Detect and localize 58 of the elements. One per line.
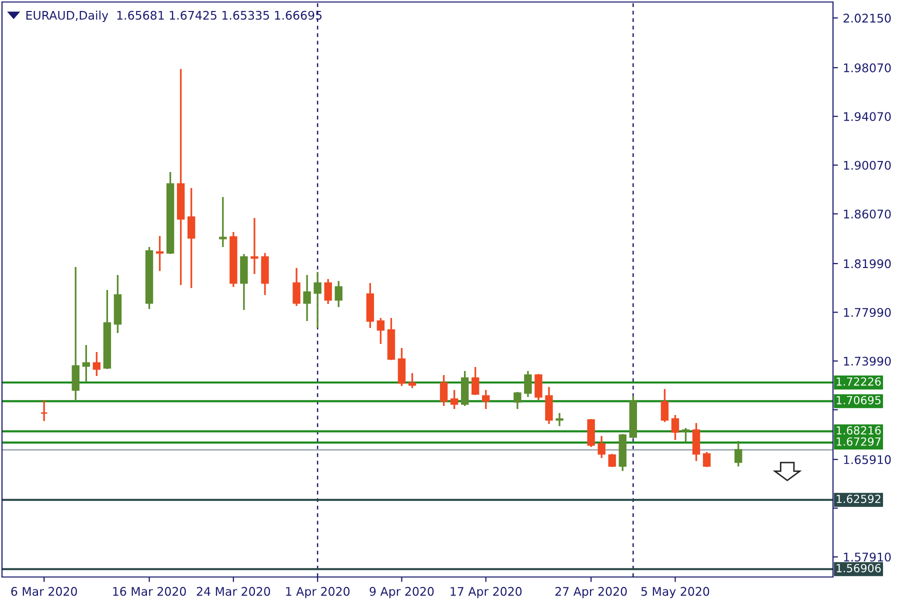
y-tick-label: 1.86070	[844, 210, 891, 218]
candlestick	[692, 422, 700, 462]
y-tick-label: 1.94070	[844, 112, 891, 122]
candlestick	[324, 278, 332, 305]
candlestick	[72, 266, 80, 401]
candlestick	[408, 372, 416, 389]
ref-line-label: 1.62592	[836, 494, 880, 504]
y-tick-label: 1.81990	[844, 259, 891, 268]
x-tick-label: 6 Mar 2020	[11, 586, 77, 596]
candlestick	[534, 373, 542, 401]
candlestick	[303, 274, 311, 322]
candlestick	[472, 366, 480, 396]
y-tick-label: 1.65910	[844, 455, 891, 464]
candlestick	[219, 196, 227, 248]
x-tick-label: 24 Mar 2020	[196, 586, 270, 596]
candlestick	[524, 370, 532, 398]
candlestick	[40, 399, 48, 422]
candlestick	[682, 427, 690, 443]
candlestick	[702, 451, 711, 468]
y-tick-label: 1.73990	[844, 356, 891, 366]
ref-line-label: 1.72226	[836, 377, 881, 386]
candlestick	[440, 374, 448, 407]
candlestick	[292, 267, 300, 307]
x-tick-label: 27 Apr 2020	[555, 586, 627, 598]
y-tick-label: 1.90070	[844, 160, 891, 170]
y-tick-label: 1.98070	[844, 63, 891, 72]
candlestick	[598, 435, 606, 459]
ref-line-label: 1.68216	[836, 426, 881, 435]
candlestick	[314, 271, 322, 329]
x-tick-label: 17 Apr 2020	[450, 586, 522, 598]
candlestick	[156, 235, 164, 272]
candlestick	[250, 217, 258, 275]
candlestick	[82, 344, 90, 383]
candlestick	[334, 280, 342, 308]
x-tick-label: 16 Mar 2020	[113, 586, 186, 596]
x-tick-label: 5 May 2020	[641, 586, 710, 598]
x-tick-label: 1 Apr 2020	[286, 586, 350, 598]
y-tick-label: 2.02150	[844, 14, 891, 23]
candlestick	[92, 351, 101, 377]
candlestick	[482, 389, 490, 410]
ref-line-label: 1.56906	[836, 564, 881, 572]
text: EURAUD,Daily 1.65681 1.67425 1.65335 1.66695	[26, 10, 322, 22]
candlestick	[450, 389, 458, 410]
ref-line-label: 1.67297	[836, 437, 880, 446]
x-tick-label: 9 Apr 2020	[370, 586, 434, 598]
candlestick	[556, 412, 564, 427]
candlestick	[671, 414, 680, 441]
candlestick	[514, 391, 522, 410]
candlestick	[734, 440, 742, 468]
candlestick	[608, 453, 616, 468]
candlestick	[376, 317, 385, 345]
candlestick	[545, 386, 553, 425]
ref-line-label: 1.70695	[836, 396, 880, 404]
y-tick-label: 1.57910	[844, 552, 891, 562]
candlestick	[398, 347, 406, 387]
y-tick-label: 1.77990	[844, 308, 891, 317]
candlestick	[660, 388, 669, 423]
candlestick	[187, 187, 196, 289]
